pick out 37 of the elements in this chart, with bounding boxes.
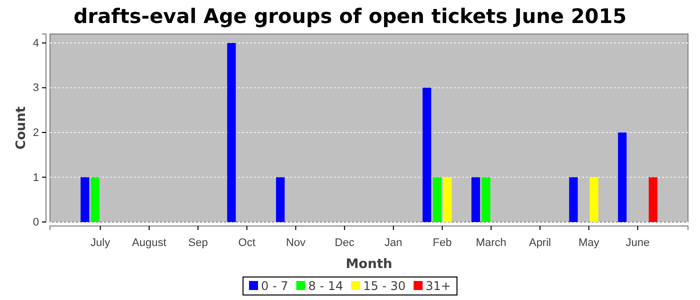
y-tick-label: 3	[32, 82, 39, 94]
bar	[432, 177, 442, 222]
x-tick-label: July	[90, 237, 111, 250]
x-tick-label: Dec	[334, 237, 355, 250]
legend-label: 0 - 7	[261, 279, 288, 293]
x-tick-label: Oct	[238, 237, 256, 250]
bar	[471, 177, 480, 222]
legend-label: 8 - 14	[308, 279, 344, 293]
bar	[276, 177, 285, 222]
bar	[90, 177, 100, 222]
y-tick-label: 1	[32, 172, 39, 184]
bar	[422, 88, 432, 222]
y-tick-label: 4	[32, 37, 39, 50]
y-tick-label: 0	[32, 216, 39, 229]
x-tick-label: Sep	[188, 237, 208, 250]
y-axis-title: Count	[14, 106, 29, 150]
bar	[443, 177, 452, 222]
x-tick-label: March	[476, 237, 506, 250]
x-tick-label: April	[528, 237, 551, 250]
bar	[80, 177, 90, 222]
bar	[648, 177, 658, 222]
x-tick-label: Jan	[384, 237, 402, 250]
x-tick-label: August	[132, 237, 166, 250]
bar	[590, 177, 598, 222]
bar	[618, 132, 627, 222]
bar	[227, 42, 236, 222]
x-tick-label: Nov	[286, 237, 306, 250]
y-tick-label: 2	[32, 126, 39, 139]
bar	[482, 177, 490, 222]
x-tick-label: Feb	[432, 237, 452, 250]
legend-label: 31+	[426, 279, 451, 293]
legend-label: 15 - 30	[363, 279, 406, 293]
bar	[569, 177, 578, 222]
chart-title: drafts-eval Age groups of open tickets June 2015	[73, 4, 627, 28]
x-axis-title: Month	[346, 257, 392, 272]
x-tick-label: June	[626, 237, 650, 250]
x-tick-label: May	[578, 237, 600, 250]
